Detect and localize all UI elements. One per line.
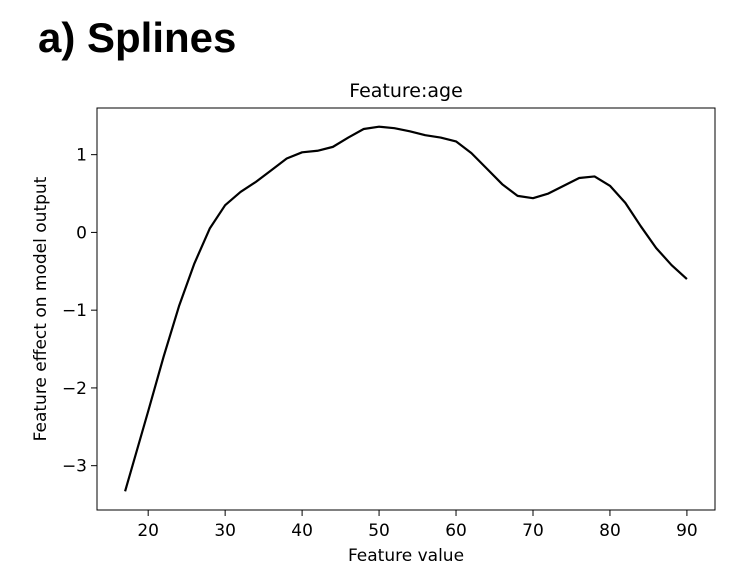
line-series bbox=[124, 125, 688, 492]
x-tick-label: 30 bbox=[214, 521, 236, 541]
x-tick-label: 20 bbox=[137, 521, 159, 541]
y-tick-label: −3 bbox=[62, 457, 87, 477]
y-tick-label: −1 bbox=[62, 301, 87, 321]
plot-frame bbox=[96, 107, 716, 511]
x-tick-label: 90 bbox=[676, 521, 698, 541]
y-tick-label: 1 bbox=[76, 146, 87, 166]
x-tick-label: 40 bbox=[291, 521, 313, 541]
x-tick-label: 70 bbox=[522, 521, 544, 541]
heading: a) Splines bbox=[38, 14, 236, 61]
x-tick-label: 60 bbox=[445, 521, 467, 541]
x-tick-label: 50 bbox=[368, 521, 390, 541]
chart-title: Feature:age bbox=[349, 80, 463, 102]
y-tick-label: 0 bbox=[76, 223, 87, 243]
y-tick-label: −2 bbox=[62, 379, 87, 399]
x-tick-label: 80 bbox=[599, 521, 621, 541]
y-axis-label: Feature effect on model output bbox=[31, 176, 51, 441]
x-axis-label: Feature value bbox=[348, 546, 464, 566]
